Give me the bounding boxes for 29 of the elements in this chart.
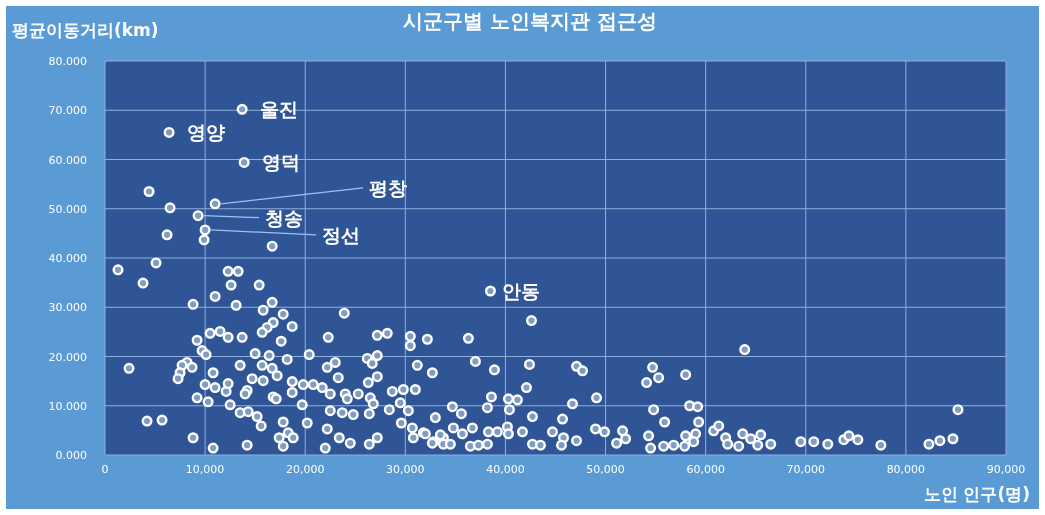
y-tick-label: 70.000 (48, 104, 87, 118)
y-tick-label: 40.000 (48, 252, 87, 265)
annotation: 안동 (502, 280, 541, 302)
x-tick-label: 60,000 (686, 463, 725, 476)
y-axis-title: 평균이동거리(km) (12, 20, 159, 40)
annotation: 정선 (322, 223, 361, 246)
x-tick-label: 20,000 (285, 463, 325, 476)
annotation: 영양 (187, 121, 226, 144)
y-tick-label: 80.000 (48, 55, 87, 68)
x-tick-label: 80,000 (886, 463, 926, 476)
x-tick-label: 40,000 (486, 463, 525, 476)
x-tick-label: 10,000 (185, 463, 225, 476)
x-tick-label: 70,000 (786, 463, 826, 476)
annotation: 평창 (369, 176, 408, 199)
y-tick-label: 50.000 (48, 202, 87, 216)
y-tick-label: 60.000 (48, 153, 87, 167)
y-tick-label: 0.000 (55, 449, 87, 462)
y-tick-label: 20.000 (48, 350, 87, 364)
x-tick-label: 90,000 (986, 463, 1026, 476)
x-tick-label: 30,000 (386, 463, 425, 476)
y-tick-label: 10.000 (48, 399, 87, 413)
annotation: 영덕 (262, 151, 301, 174)
x-axis-title: 노인 인구(명) (923, 484, 1030, 504)
x-tick-label: 0 (101, 463, 109, 476)
y-tick-label: 30.000 (48, 301, 87, 315)
annotation: 청송 (265, 206, 304, 229)
chart-title: 시군구별 노인복지관 접근성 (403, 9, 657, 33)
annotation: 울진 (260, 98, 299, 121)
x-tick-label: 50,000 (586, 463, 625, 476)
